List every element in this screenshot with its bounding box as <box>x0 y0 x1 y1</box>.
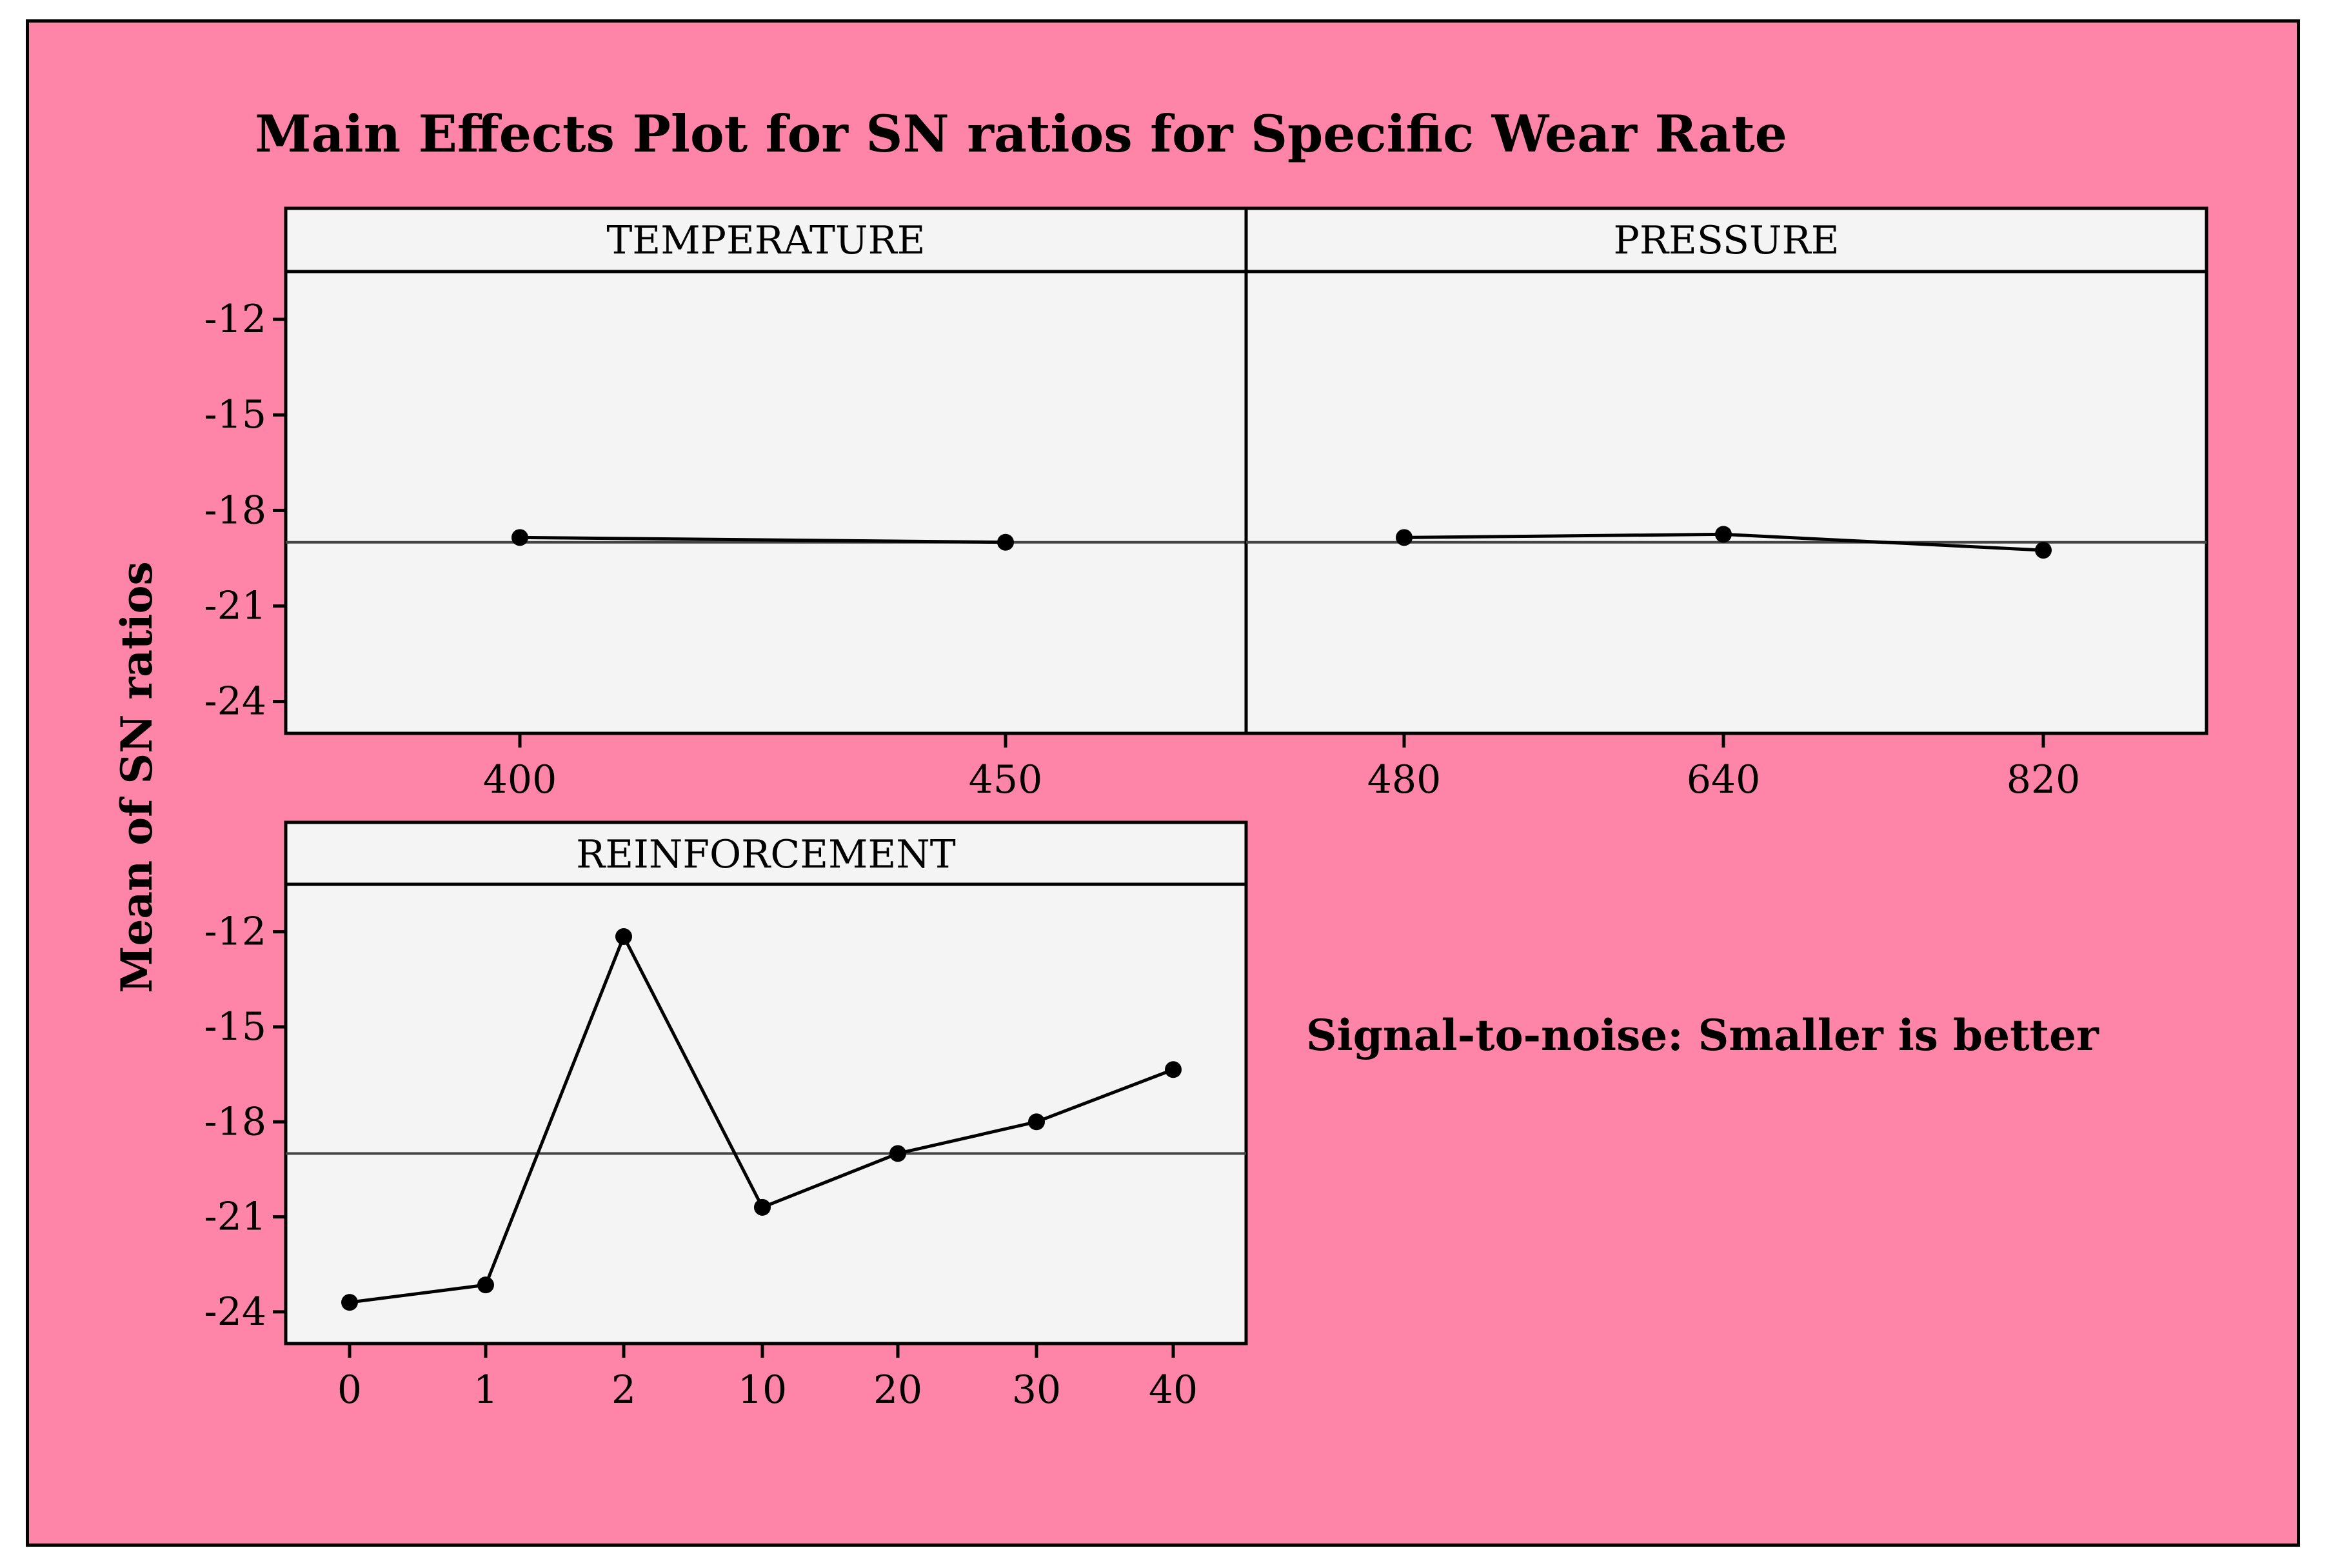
main-effects-chart: Main Effects Plot for SN ratios for Spec… <box>112 104 2208 1413</box>
panel-header-label: TEMPERATURE <box>606 218 925 263</box>
y-tick-label: -12 <box>204 909 266 955</box>
signal-to-noise-note: Signal-to-noise: Smaller is better <box>1306 1010 2099 1060</box>
x-tick-label: 820 <box>2007 757 2081 802</box>
data-point <box>2035 542 2052 559</box>
panel-pressure: PRESSURE 480 640 820 <box>1244 206 2208 802</box>
chart-title: Main Effects Plot for SN ratios for Spec… <box>255 104 1787 164</box>
panel-header-label: REINFORCEMENT <box>576 832 956 877</box>
data-point <box>341 1294 358 1311</box>
y-tick-label: -15 <box>204 1004 266 1049</box>
panel-temperature: TEMPERATURE -12 -15 -18 -21 -24 400 450 <box>204 206 1248 802</box>
panel-header-label: PRESSURE <box>1613 218 1839 263</box>
x-tick-label: 40 <box>1149 1367 1198 1413</box>
x-tick-label: 10 <box>738 1367 787 1413</box>
data-point <box>997 533 1014 551</box>
panel-reinforcement: REINFORCEMENT -12 -15 -18 -21 -24 0 1 2 10 20 30 40 <box>204 820 1248 1413</box>
x-tick-label: 20 <box>873 1367 922 1413</box>
y-tick-label: -21 <box>204 583 266 628</box>
data-point <box>1396 529 1413 546</box>
x-tick-label: 400 <box>483 757 557 802</box>
y-tick-label: -21 <box>204 1195 266 1240</box>
data-point <box>615 928 632 946</box>
data-point <box>1715 526 1732 543</box>
x-tick-label: 640 <box>1687 757 1761 802</box>
panel-plot-area <box>284 820 1248 1345</box>
data-point <box>1165 1061 1182 1078</box>
data-point <box>477 1276 494 1294</box>
data-point <box>754 1198 771 1216</box>
y-tick-label: -18 <box>204 488 266 533</box>
data-point <box>511 529 528 546</box>
x-tick-label: 0 <box>337 1367 362 1413</box>
x-tick-label: 480 <box>1367 757 1442 802</box>
y-tick-label: -12 <box>204 297 266 342</box>
y-tick-label: -15 <box>204 392 266 437</box>
x-tick-label: 2 <box>611 1367 636 1413</box>
x-tick-label: 30 <box>1012 1367 1061 1413</box>
panel-plot-area <box>284 206 1248 735</box>
x-tick-label: 1 <box>473 1367 498 1413</box>
series-line <box>519 535 1006 544</box>
panel-plot-area <box>1244 206 2208 735</box>
figure-frame: Main Effects Plot for SN ratios for Spec… <box>26 19 2300 1547</box>
data-point <box>1028 1113 1045 1131</box>
y-tick-label: -24 <box>204 1289 266 1335</box>
y-tick-label: -24 <box>204 679 266 724</box>
y-tick-label: -18 <box>204 1099 266 1144</box>
x-tick-label: 450 <box>969 757 1043 802</box>
y-axis-label: Mean of SN ratios <box>112 561 162 993</box>
data-point <box>889 1145 906 1162</box>
